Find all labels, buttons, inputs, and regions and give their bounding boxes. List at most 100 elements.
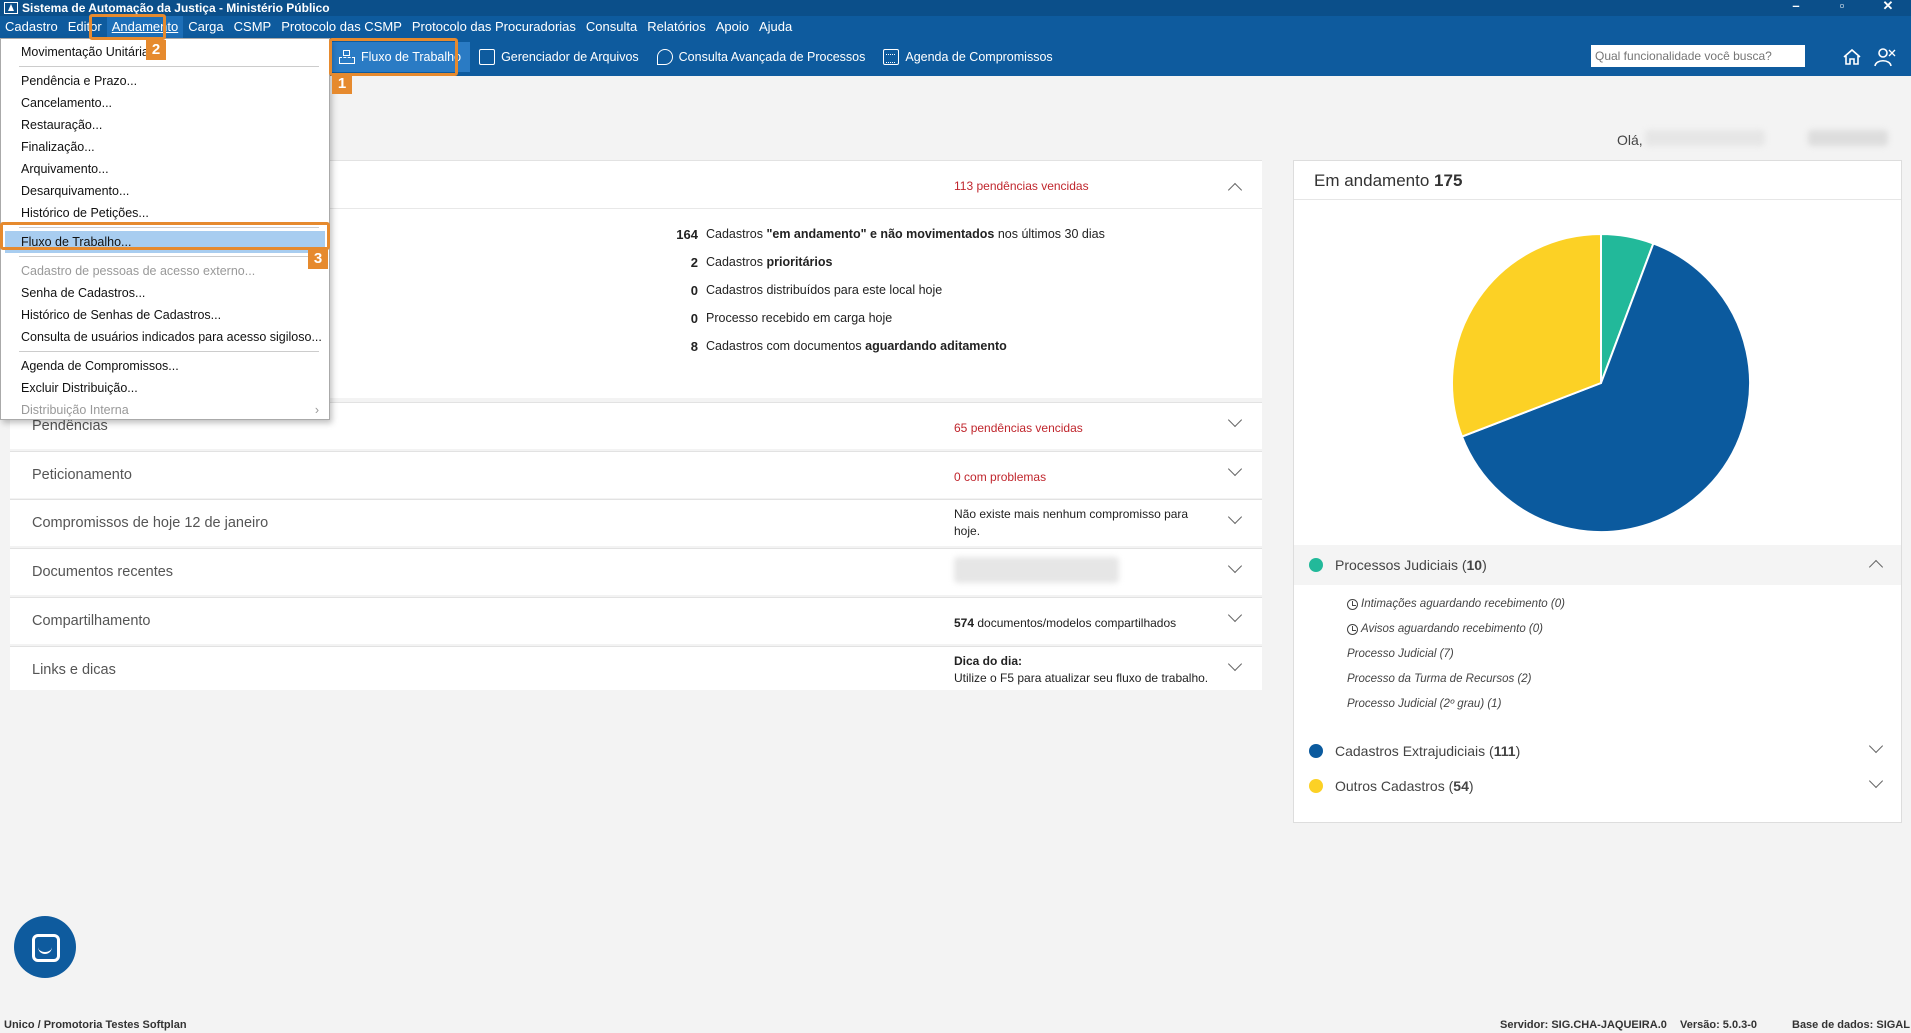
- window-title: Sistema de Automação da Justiça - Minist…: [22, 1, 330, 15]
- dd-arquivamento[interactable]: Arquivamento...: [21, 162, 109, 176]
- panel-count: 0: [954, 470, 961, 484]
- stat-row[interactable]: 8 Cadastros com documentos aguardando ad…: [650, 332, 1105, 360]
- status-version: Versão: 5.0.3-0: [1680, 1019, 1758, 1031]
- sub-item-avisos[interactable]: Avisos aguardando recebimento (0): [1347, 623, 1543, 635]
- function-search-input[interactable]: [1591, 45, 1805, 67]
- status-location: Unico / Promotoria Testes Softplan: [4, 1019, 187, 1031]
- stat-row[interactable]: 164 Cadastros "em andamento" e não movim…: [650, 220, 1105, 248]
- expand-chevron-icon[interactable]: [1227, 656, 1243, 672]
- sub-item-label: Avisos aguardando recebimento (0): [1361, 623, 1543, 635]
- panel-summary: Não existe mais nenhum compromisso para …: [954, 507, 1189, 538]
- dd-finalizacao[interactable]: Finalização...: [21, 140, 95, 154]
- pie-slice-2[interactable]: [1451, 232, 1602, 438]
- callout-box-dd-fluxo: [0, 222, 330, 250]
- menu-editor[interactable]: Editor: [67, 19, 102, 34]
- dd-historico-peticoes[interactable]: Histórico de Petições...: [21, 206, 149, 220]
- search-process-icon: [656, 49, 673, 65]
- toolbar-gerenciador-label: Gerenciador de Arquivos: [501, 50, 639, 64]
- stat-number: 0: [690, 282, 698, 298]
- dd-pendencia-prazo[interactable]: Pendência e Prazo...: [21, 74, 138, 88]
- expand-chevron-icon[interactable]: [1868, 773, 1884, 789]
- panel-pendencias[interactable]: Pendências 65 pendências vencidas: [10, 402, 1262, 449]
- panel-links-dicas[interactable]: Links e dicas Dica do dia: Utilize o F5 …: [10, 646, 1262, 690]
- legend-cadastros-extrajudiciais[interactable]: Cadastros Extrajudiciais (111): [1294, 731, 1901, 771]
- support-chat-button[interactable]: [14, 916, 76, 978]
- expand-chevron-icon[interactable]: [1227, 558, 1243, 574]
- tip-text: Utilize o F5 para atualizar seu fluxo de…: [954, 671, 1209, 685]
- toolbar-agenda-label: Agenda de Compromissos: [905, 50, 1053, 64]
- stat-number: 164: [676, 226, 698, 242]
- expand-chevron-icon[interactable]: [1227, 607, 1243, 623]
- expand-chevron-icon[interactable]: [1227, 461, 1243, 477]
- submenu-arrow-icon: ›: [314, 403, 319, 417]
- dd-historico-senhas[interactable]: Histórico de Senhas de Cadastros...: [21, 308, 222, 322]
- menu-protocolo-csmp[interactable]: Protocolo das CSMP: [281, 19, 402, 34]
- menu-relatorios[interactable]: Relatórios: [647, 19, 706, 34]
- panel-count-text: documentos/modelos compartilhados: [977, 616, 1177, 630]
- dd-consulta-usuarios-sigiloso[interactable]: Consulta de usuários indicados para aces…: [21, 330, 322, 344]
- greeting-label: Olá,: [1617, 132, 1643, 148]
- stat-bold: "em andamento" e não movimentados: [766, 227, 995, 241]
- menu-apoio[interactable]: Apoio: [715, 19, 749, 34]
- panel-peticionamento[interactable]: Peticionamento 0 com problemas: [10, 451, 1262, 498]
- expand-chevron-icon[interactable]: [1868, 738, 1884, 754]
- menu-ajuda[interactable]: Ajuda: [759, 19, 793, 34]
- em-andamento-card: Em andamento 175 Processos Judiciais (10…: [1293, 160, 1902, 823]
- stat-text-post: nos últimos 30 dias: [997, 227, 1105, 241]
- panel-compromissos[interactable]: Compromissos de hoje 12 de janeiro Não e…: [10, 499, 1262, 546]
- toolbar-fluxo-button[interactable]: Fluxo de Trabalho: [330, 42, 471, 72]
- dd-agenda-compromissos[interactable]: Agenda de Compromissos...: [21, 359, 179, 373]
- stat-row[interactable]: 0 Processo recebido em carga hoje: [650, 304, 1105, 332]
- legend-processos-judiciais[interactable]: Processos Judiciais (10): [1294, 545, 1901, 585]
- minimize-button[interactable]: –: [1792, 0, 1800, 13]
- stat-row[interactable]: 0 Cadastros distribuídos para este local…: [650, 276, 1105, 304]
- legend-dot: [1309, 558, 1323, 572]
- toolbar-consulta-button[interactable]: Consulta Avançada de Processos: [648, 42, 875, 72]
- maximize-button[interactable]: ▫: [1839, 0, 1845, 13]
- sub-item-processo-2grau[interactable]: Processo Judicial (2º grau) (1): [1347, 698, 1501, 710]
- menu-csmp[interactable]: CSMP: [233, 19, 272, 34]
- user-icon[interactable]: [1874, 47, 1896, 67]
- panel-title: Compartilhamento: [32, 613, 151, 629]
- status-bar: Unico / Promotoria Testes Softplan Servi…: [0, 1016, 1911, 1033]
- legend-outros-cadastros[interactable]: Outros Cadastros (54): [1294, 766, 1901, 806]
- dd-desarquivamento[interactable]: Desarquivamento...: [21, 184, 130, 198]
- dd-excluir-distribuicao[interactable]: Excluir Distribuição...: [21, 381, 138, 395]
- legend-count: 111: [1493, 743, 1516, 759]
- stat-text: Processo recebido em carga hoje: [706, 311, 893, 325]
- home-icon[interactable]: [1842, 48, 1862, 66]
- pie-slice-1[interactable]: [1460, 242, 1751, 533]
- menu-cadastro[interactable]: Cadastro: [5, 19, 58, 34]
- collapse-chevron-icon[interactable]: [1868, 559, 1884, 575]
- toolbar-agenda-button[interactable]: Agenda de Compromissos: [874, 42, 1061, 72]
- menu-consulta[interactable]: Consulta: [585, 19, 638, 34]
- callout-box-menu-andamento: [89, 14, 166, 40]
- dd-senha-cadastros[interactable]: Senha de Cadastros...: [21, 286, 146, 300]
- callout-badge-3: 3: [308, 249, 328, 269]
- expand-chevron-icon[interactable]: [1227, 412, 1243, 428]
- tip-heading: Dica do dia:: [954, 654, 1023, 668]
- stat-row[interactable]: 2 Cadastros prioritários: [650, 248, 1105, 276]
- toolbar-gerenciador-button[interactable]: Gerenciador de Arquivos: [470, 42, 648, 72]
- callout-badge-2: 2: [146, 40, 166, 60]
- sub-item-intimacoes[interactable]: Intimações aguardando recebimento (0): [1347, 598, 1565, 610]
- sub-item-turma-recursos[interactable]: Processo da Turma de Recursos (2): [1347, 673, 1532, 685]
- panel-documentos-recentes[interactable]: Documentos recentes: [10, 548, 1262, 595]
- dd-movimentacao-unitaria[interactable]: Movimentação Unitária...: [21, 45, 160, 59]
- panel-compartilhamento[interactable]: Compartilhamento 574 documentos/modelos …: [10, 597, 1262, 644]
- stat-number: 2: [690, 254, 698, 270]
- close-button[interactable]: ✕: [1882, 0, 1894, 13]
- legend-label: Outros Cadastros: [1335, 778, 1445, 794]
- sub-item-label: Processo Judicial (7): [1347, 648, 1454, 660]
- stat-bold: aguardando aditamento: [865, 339, 1007, 353]
- dd-restauracao[interactable]: Restauração...: [21, 118, 103, 132]
- expand-chevron-icon[interactable]: [1227, 509, 1243, 525]
- panel-summary: Dica do dia: Utilize o F5 para atualizar…: [954, 653, 1208, 687]
- menu-carga[interactable]: Carga: [188, 19, 224, 34]
- legend-label: Processos Judiciais: [1335, 557, 1458, 573]
- collapse-chevron-icon[interactable]: [1227, 182, 1243, 198]
- dd-cancelamento[interactable]: Cancelamento...: [21, 96, 113, 110]
- sub-item-processo-judicial[interactable]: Processo Judicial (7): [1347, 648, 1454, 660]
- panel-cadastros-overdue[interactable]: 113 pendências vencidas: [954, 179, 1089, 193]
- menu-protocolo-procuradorias[interactable]: Protocolo das Procuradorias: [411, 19, 576, 34]
